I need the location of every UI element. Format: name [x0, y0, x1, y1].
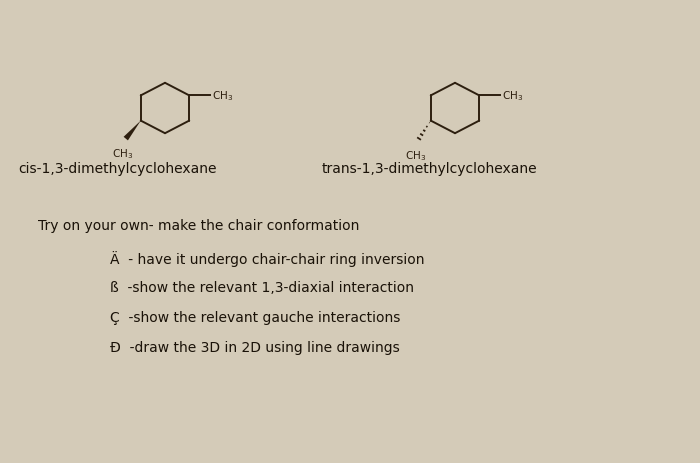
- Text: Ç  -show the relevant gauche interactions: Ç -show the relevant gauche interactions: [110, 310, 400, 324]
- Polygon shape: [124, 121, 141, 141]
- Text: cis-1,3-dimethylcyclohexane: cis-1,3-dimethylcyclohexane: [18, 162, 216, 175]
- Text: CH$_3$: CH$_3$: [112, 147, 134, 161]
- Text: CH$_3$: CH$_3$: [405, 149, 426, 163]
- Text: Ä  - have it undergo chair-chair ring inversion: Ä - have it undergo chair-chair ring inv…: [110, 250, 424, 266]
- Text: Ð  -draw the 3D in 2D using line drawings: Ð -draw the 3D in 2D using line drawings: [110, 340, 400, 354]
- Text: CH$_3$: CH$_3$: [502, 89, 523, 103]
- Text: ß  -show the relevant 1,3-diaxial interaction: ß -show the relevant 1,3-diaxial interac…: [110, 281, 414, 294]
- Text: Try on your own- make the chair conformation: Try on your own- make the chair conforma…: [38, 219, 359, 232]
- Text: CH$_3$: CH$_3$: [211, 89, 233, 103]
- Text: trans-1,3-dimethylcyclohexane: trans-1,3-dimethylcyclohexane: [322, 162, 538, 175]
